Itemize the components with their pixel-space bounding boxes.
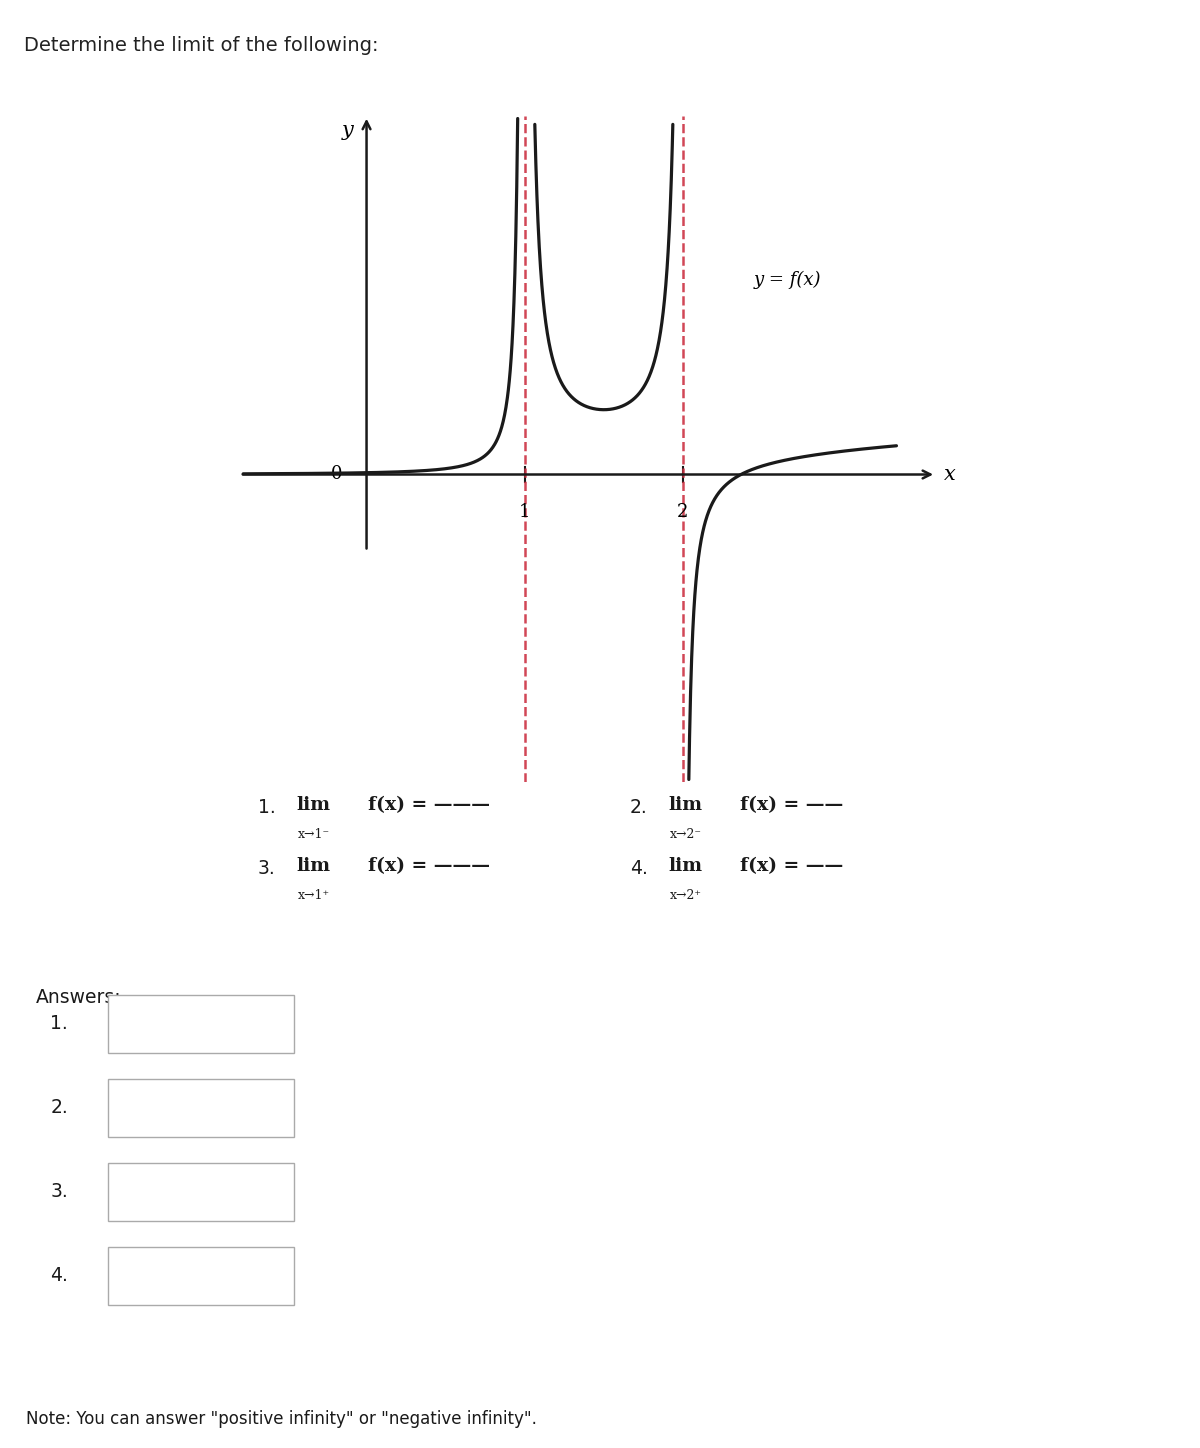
Text: lim: lim [668,857,702,875]
Text: x→2⁺: x→2⁺ [670,889,702,902]
Text: 1.: 1. [258,798,276,818]
Text: x: x [944,465,955,484]
Text: Answers:: Answers: [36,988,121,1006]
Text: 2: 2 [677,502,689,521]
Text: 4.: 4. [50,1266,68,1286]
Text: f(x) = ——: f(x) = —— [740,857,844,875]
Text: 2.: 2. [50,1098,68,1118]
Text: x→1⁻: x→1⁻ [298,828,330,841]
Text: f(x) = ———: f(x) = ——— [368,857,491,875]
Text: y: y [342,122,354,140]
Text: f(x) = ———: f(x) = ——— [368,796,491,814]
Text: lim: lim [668,796,702,814]
Text: lim: lim [296,857,330,875]
Text: x→1⁺: x→1⁺ [298,889,330,902]
Text: f(x) = ——: f(x) = —— [740,796,844,814]
Text: 1.: 1. [50,1014,68,1034]
Text: 1: 1 [518,502,530,521]
Text: Note: You can answer "positive infinity" or "negative infinity".: Note: You can answer "positive infinity"… [26,1410,538,1428]
Text: 3.: 3. [50,1182,68,1202]
Text: 0: 0 [331,465,343,484]
Text: x→2⁻: x→2⁻ [670,828,702,841]
Text: 4.: 4. [630,859,648,879]
Text: lim: lim [296,796,330,814]
Text: 3.: 3. [258,859,276,879]
Text: y = f(x): y = f(x) [754,271,822,290]
Text: 2.: 2. [630,798,648,818]
Text: Determine the limit of the following:: Determine the limit of the following: [24,36,378,55]
